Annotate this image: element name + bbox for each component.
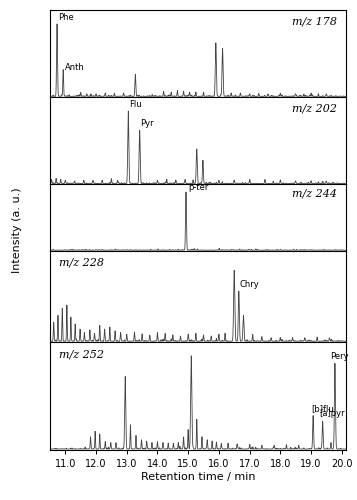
- Text: Pyr: Pyr: [141, 118, 154, 128]
- Text: Intensity (a. u.): Intensity (a. u.): [12, 187, 22, 273]
- Text: Anth: Anth: [65, 62, 85, 72]
- X-axis label: Retention time / min: Retention time / min: [141, 472, 255, 482]
- Text: m/z 228: m/z 228: [59, 257, 104, 267]
- Text: [a]pyr: [a]pyr: [320, 410, 345, 418]
- Text: m/z 252: m/z 252: [59, 350, 104, 360]
- Text: Flu: Flu: [129, 100, 142, 108]
- Text: [b]flu: [b]flu: [311, 404, 334, 413]
- Text: Phe: Phe: [59, 12, 74, 22]
- Text: m/z 244: m/z 244: [292, 189, 337, 199]
- Text: Pery: Pery: [330, 352, 349, 360]
- Text: m/z 178: m/z 178: [292, 16, 337, 26]
- Text: p-ter: p-ter: [188, 183, 208, 192]
- Text: Chry: Chry: [240, 280, 260, 288]
- Text: m/z 202: m/z 202: [292, 104, 337, 114]
